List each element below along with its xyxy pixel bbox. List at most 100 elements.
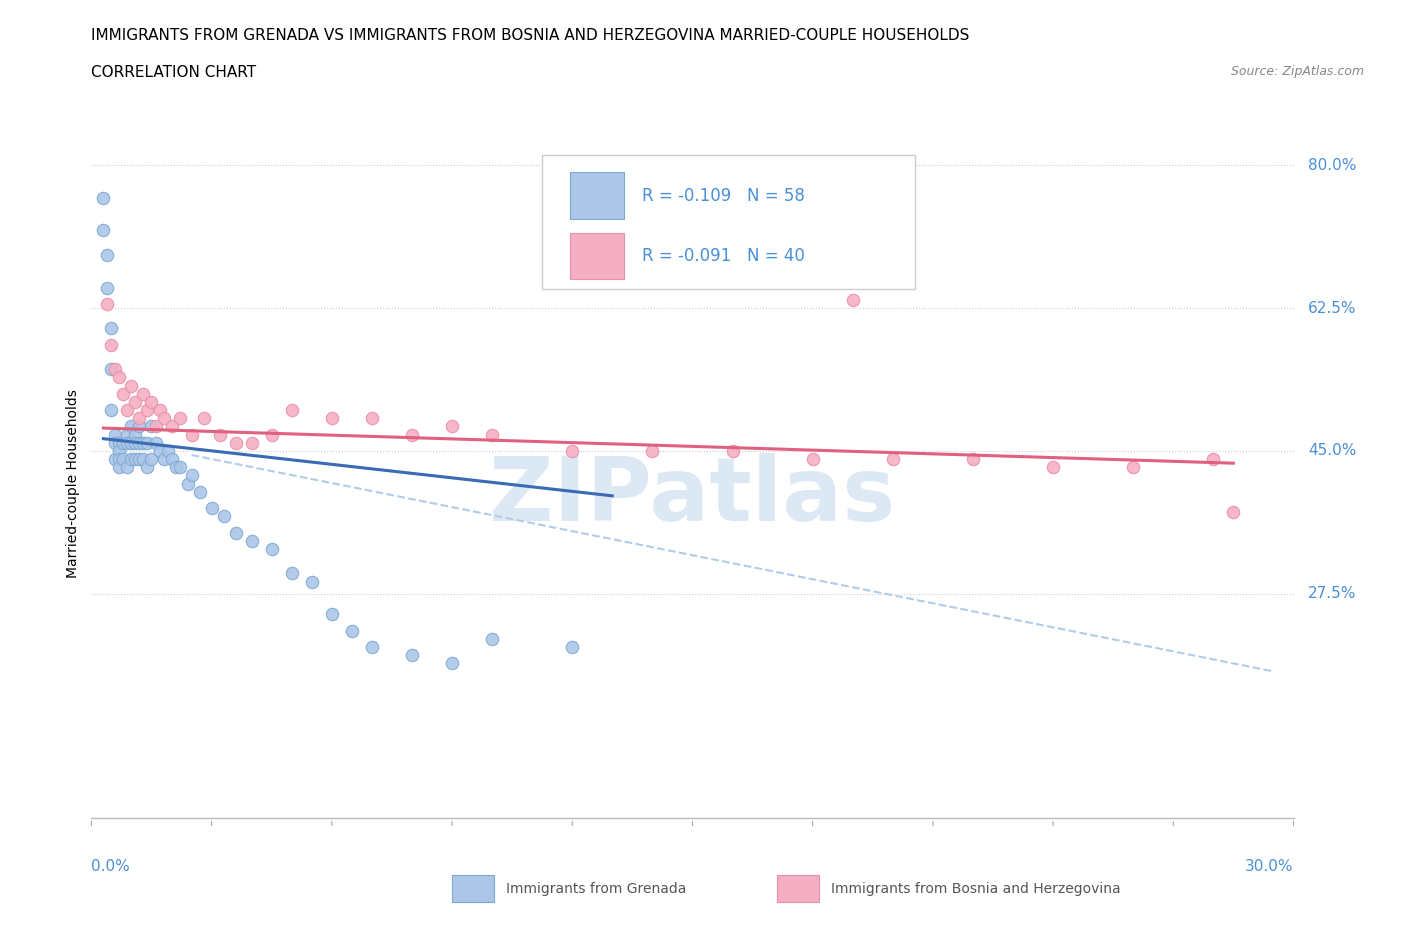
Point xyxy=(1222,505,1244,520)
Point xyxy=(340,623,363,638)
Text: R = -0.109   N = 58: R = -0.109 N = 58 xyxy=(643,187,804,205)
Text: Immigrants from Grenada: Immigrants from Grenada xyxy=(506,882,686,896)
Point xyxy=(112,386,135,401)
Point xyxy=(208,427,231,442)
Point xyxy=(169,411,191,426)
Text: CORRELATION CHART: CORRELATION CHART xyxy=(91,65,256,80)
Point xyxy=(1042,459,1064,474)
Point xyxy=(152,452,174,467)
Point xyxy=(121,379,143,393)
Point xyxy=(1122,459,1144,474)
Point xyxy=(136,459,159,474)
Text: R = -0.091   N = 40: R = -0.091 N = 40 xyxy=(643,247,804,265)
Point xyxy=(96,297,118,312)
Point xyxy=(841,292,863,307)
Point xyxy=(117,403,139,418)
Point xyxy=(104,435,127,450)
Point xyxy=(132,452,155,467)
Point xyxy=(401,647,423,662)
Text: 80.0%: 80.0% xyxy=(1308,157,1357,173)
Text: Source: ZipAtlas.com: Source: ZipAtlas.com xyxy=(1230,65,1364,78)
Point xyxy=(321,606,343,621)
Point xyxy=(301,574,323,589)
Point xyxy=(212,509,235,524)
Point xyxy=(561,640,583,655)
Text: Immigrants from Bosnia and Herzegovina: Immigrants from Bosnia and Herzegovina xyxy=(831,882,1121,896)
Point xyxy=(152,411,174,426)
Point xyxy=(180,427,202,442)
Y-axis label: Married-couple Households: Married-couple Households xyxy=(66,389,80,578)
Point xyxy=(801,452,824,467)
Text: 62.5%: 62.5% xyxy=(1308,300,1357,315)
Text: ZIPatlas: ZIPatlas xyxy=(489,454,896,540)
Point xyxy=(124,427,146,442)
Point xyxy=(440,419,463,434)
Point xyxy=(121,435,143,450)
Point xyxy=(188,485,211,499)
FancyBboxPatch shape xyxy=(543,155,915,289)
Point xyxy=(201,500,224,515)
FancyBboxPatch shape xyxy=(569,232,624,279)
Point xyxy=(108,370,131,385)
Point xyxy=(108,435,131,450)
Point xyxy=(112,435,135,450)
Point xyxy=(641,444,664,458)
Point xyxy=(132,435,155,450)
Point xyxy=(112,452,135,467)
Text: IMMIGRANTS FROM GRENADA VS IMMIGRANTS FROM BOSNIA AND HERZEGOVINA MARRIED-COUPLE: IMMIGRANTS FROM GRENADA VS IMMIGRANTS FR… xyxy=(91,28,970,43)
Point xyxy=(128,419,150,434)
Point xyxy=(117,427,139,442)
FancyBboxPatch shape xyxy=(451,875,494,902)
Point xyxy=(96,247,118,262)
Text: 45.0%: 45.0% xyxy=(1308,444,1357,458)
Point xyxy=(160,452,183,467)
Point xyxy=(128,452,150,467)
Point xyxy=(124,394,146,409)
Point xyxy=(145,419,167,434)
Point xyxy=(165,459,187,474)
FancyBboxPatch shape xyxy=(569,172,624,219)
Point xyxy=(240,435,263,450)
Point xyxy=(104,362,127,377)
Point xyxy=(104,452,127,467)
Point xyxy=(260,541,283,556)
Point xyxy=(193,411,215,426)
Point xyxy=(136,403,159,418)
Point xyxy=(321,411,343,426)
Point xyxy=(281,566,304,581)
Point xyxy=(176,476,198,491)
Point xyxy=(180,468,202,483)
Point xyxy=(128,435,150,450)
Point xyxy=(124,452,146,467)
Point xyxy=(169,459,191,474)
Text: 0.0%: 0.0% xyxy=(91,858,131,873)
Text: 30.0%: 30.0% xyxy=(1246,858,1294,873)
Point xyxy=(260,427,283,442)
Point xyxy=(136,435,159,450)
Point xyxy=(93,223,115,238)
Text: 27.5%: 27.5% xyxy=(1308,586,1357,602)
FancyBboxPatch shape xyxy=(776,875,818,902)
Point xyxy=(117,435,139,450)
Point xyxy=(145,435,167,450)
Point xyxy=(121,419,143,434)
Point xyxy=(124,435,146,450)
Point xyxy=(962,452,984,467)
Point xyxy=(156,444,179,458)
Point xyxy=(100,403,122,418)
Point xyxy=(160,419,183,434)
Point xyxy=(281,403,304,418)
Point xyxy=(100,362,122,377)
Point xyxy=(96,280,118,295)
Point xyxy=(121,452,143,467)
Point xyxy=(128,411,150,426)
Point xyxy=(360,411,382,426)
Point xyxy=(882,452,904,467)
Point xyxy=(100,321,122,336)
Point xyxy=(360,640,382,655)
Point xyxy=(148,444,170,458)
Point xyxy=(401,427,423,442)
Point xyxy=(440,656,463,671)
Point xyxy=(132,386,155,401)
Point xyxy=(481,427,503,442)
